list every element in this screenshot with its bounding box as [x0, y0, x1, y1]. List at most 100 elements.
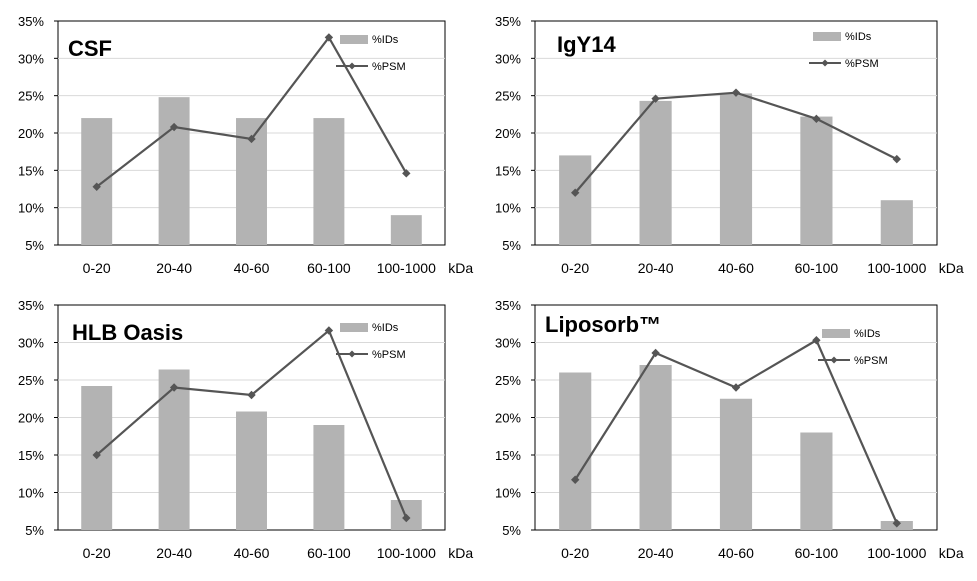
bar-ids-60-100	[800, 116, 833, 245]
chart-panel-4: 5% 10% 15% 20% 25% 30% 35% 0-20 20-40 40-60 60-100…	[495, 298, 964, 561]
y-tick-label: 20%	[18, 126, 44, 141]
bar-ids-60-100	[800, 432, 833, 530]
psm-marker-100-1000	[402, 513, 411, 523]
x-tick-label: 100-1000	[867, 545, 926, 561]
x-unit-label: kDa	[939, 545, 964, 561]
y-tick-label: 5%	[25, 238, 44, 253]
y-tick-label: 25%	[495, 89, 521, 104]
psm-marker-40-60	[247, 134, 256, 144]
psm-marker-0-20	[571, 188, 580, 197]
x-tick-label: 40-60	[718, 545, 754, 561]
y-tick-label: 30%	[495, 336, 521, 351]
psm-marker-60-100	[812, 336, 821, 345]
y-tick-label: 15%	[495, 448, 521, 463]
psm-marker-60-100	[324, 33, 334, 42]
y-tick-label: 10%	[495, 201, 521, 216]
legend-psm-label: %PSM	[845, 58, 879, 70]
bar-ids-0-20	[559, 372, 592, 530]
bar-ids-100-1000	[880, 200, 913, 245]
bar-ids-40-60	[719, 93, 753, 245]
x-tick-label: 40-60	[718, 260, 754, 276]
x-tick-label: 20-40	[156, 545, 192, 561]
panel-title: CSF	[68, 36, 112, 61]
psm-marker-20-40	[651, 348, 660, 358]
x-unit-label: kDa	[448, 545, 473, 561]
bar-ids-20-40	[639, 365, 672, 530]
psm-marker-40-60	[247, 390, 256, 400]
legend-ids-label: %IDs	[372, 322, 399, 334]
y-tick-label: 35%	[18, 14, 44, 29]
chart-panel-1: 5% 10% 15% 20% 25% 30% 35% 0-20 20-40 40-60 60-100…	[18, 14, 473, 276]
y-tick-label: 35%	[495, 14, 521, 29]
psm-marker-20-40	[651, 94, 660, 103]
x-tick-label: 60-100	[307, 545, 351, 561]
y-tick-label: 10%	[18, 486, 44, 501]
psm-marker-100-1000	[892, 154, 901, 164]
legend-ids-label: %IDs	[854, 328, 881, 340]
y-tick-label: 20%	[495, 126, 521, 141]
y-tick-label: 15%	[18, 448, 44, 463]
x-tick-label: 0-20	[83, 260, 111, 276]
chart-panel-2: 5% 10% 15% 20% 25% 30% 35% 0-20 20-40 40-60 60-100…	[495, 14, 964, 276]
y-tick-label: 25%	[495, 373, 521, 388]
y-tick-label: 20%	[495, 411, 521, 426]
x-tick-label: 60-100	[307, 260, 351, 276]
x-tick-label: 0-20	[561, 545, 589, 561]
bar-ids-40-60	[236, 411, 267, 530]
y-tick-label: 30%	[18, 51, 44, 66]
x-tick-label: 100-1000	[377, 545, 436, 561]
legend-ids-swatch	[813, 32, 841, 41]
psm-marker-0-20	[92, 450, 101, 460]
y-tick-label: 30%	[495, 51, 521, 66]
y-tick-label: 5%	[25, 523, 44, 538]
y-tick-label: 5%	[502, 238, 521, 253]
psm-marker-100-1000	[402, 169, 411, 178]
psm-marker-100-1000	[892, 519, 901, 528]
bar-ids-60-100	[313, 425, 345, 530]
y-tick-label: 25%	[18, 89, 44, 104]
legend-psm-label: %PSM	[372, 61, 406, 73]
bar-ids-0-20	[81, 118, 113, 245]
legend-psm-marker	[830, 356, 838, 364]
legend-ids-swatch	[822, 329, 850, 338]
x-tick-label: 60-100	[795, 260, 839, 276]
bar-ids-100-1000	[390, 215, 422, 245]
psm-marker-40-60	[731, 383, 741, 392]
x-tick-label: 40-60	[234, 545, 270, 561]
psm-marker-60-100	[324, 326, 334, 335]
legend-psm-label: %PSM	[854, 355, 888, 367]
x-tick-label: 60-100	[795, 545, 839, 561]
legend-psm-marker	[348, 350, 356, 358]
bar-ids-20-40	[158, 369, 190, 530]
legend-ids-swatch	[340, 35, 368, 44]
x-unit-label: kDa	[448, 260, 473, 276]
x-tick-label: 0-20	[561, 260, 589, 276]
psm-marker-40-60	[731, 88, 741, 97]
psm-marker-20-40	[169, 383, 179, 392]
y-tick-label: 15%	[18, 163, 44, 178]
legend-ids-label: %IDs	[372, 34, 399, 46]
bar-ids-60-100	[313, 118, 345, 245]
y-tick-label: 15%	[495, 163, 521, 178]
bar-ids-40-60	[719, 398, 753, 530]
x-tick-label: 0-20	[83, 545, 111, 561]
x-tick-label: 20-40	[156, 260, 192, 276]
psm-marker-60-100	[812, 114, 821, 124]
psm-marker-0-20	[92, 182, 101, 191]
bar-ids-20-40	[639, 100, 672, 245]
x-tick-label: 20-40	[638, 545, 674, 561]
x-tick-label: 100-1000	[377, 260, 436, 276]
y-tick-label: 10%	[495, 486, 521, 501]
legend-ids-label: %IDs	[845, 31, 872, 43]
panel-title: IgY14	[557, 32, 616, 57]
x-tick-label: 100-1000	[867, 260, 926, 276]
psm-marker-20-40	[169, 122, 179, 132]
y-tick-label: 20%	[18, 411, 44, 426]
y-tick-label: 10%	[18, 201, 44, 216]
y-tick-label: 25%	[18, 373, 44, 388]
y-tick-label: 35%	[18, 298, 44, 313]
bar-ids-0-20	[559, 155, 592, 245]
legend-psm-marker	[348, 62, 356, 70]
x-unit-label: kDa	[939, 260, 964, 276]
